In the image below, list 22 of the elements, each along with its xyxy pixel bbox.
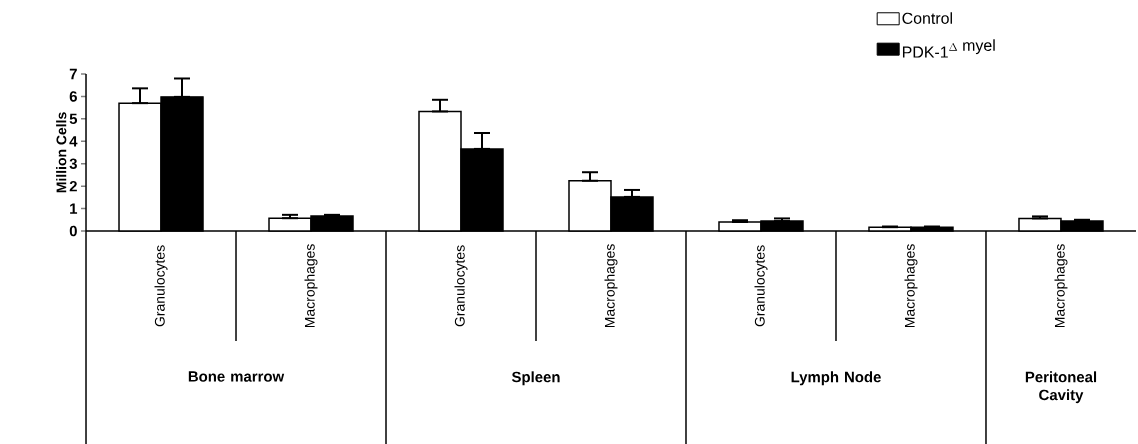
text: Peritoneal Cavity — [1025, 371, 1097, 404]
y-tick-label: 6 — [69, 91, 77, 102]
x-tick-label: Macrophages — [904, 244, 918, 328]
text: Bone marrow — [188, 371, 285, 382]
y-tick-label: 4 — [69, 136, 78, 147]
y-tick-label: 7 — [69, 68, 77, 80]
x-tick-label: Granulocytes — [754, 245, 768, 327]
x-tick-label: Macrophages — [1054, 244, 1068, 328]
y-tick-label: 2 — [69, 180, 77, 192]
text: Spleen — [511, 371, 560, 386]
text: Lymph Node — [791, 371, 881, 386]
x-tick-label: Macrophages — [304, 244, 318, 328]
legend-label: $\mbox{PDK-1}^{\Delta\ \mbox{myel}}$ — [902, 39, 995, 58]
x-tick-label: Granulocytes — [154, 245, 168, 327]
x-tick-label: Macrophages — [604, 244, 618, 328]
y-tick-label: 0 — [69, 225, 77, 237]
y-tick-label: 5 — [69, 113, 78, 125]
y-tick-label: 3 — [69, 158, 77, 170]
y-axis-title: Million Cells — [56, 112, 67, 193]
x-tick-label: Granulocytes — [454, 245, 468, 327]
legend-label: Control — [902, 12, 952, 24]
y-tick-label: 1 — [70, 203, 78, 214]
